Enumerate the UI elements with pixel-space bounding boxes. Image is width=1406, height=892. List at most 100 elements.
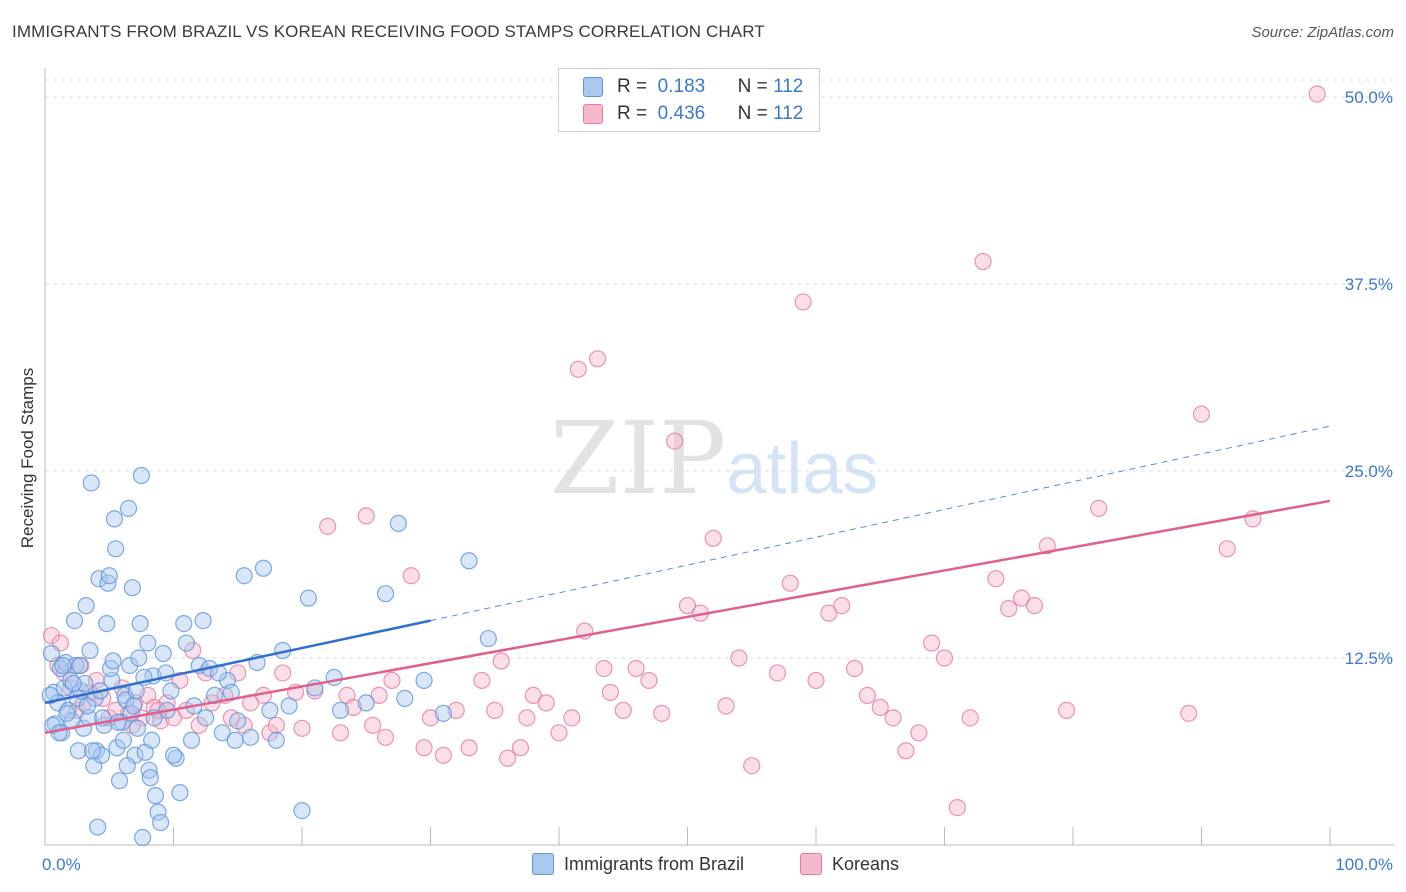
brazil-point [125,697,143,715]
watermark-atlas: atlas [726,429,879,509]
korean-point [537,694,555,712]
y-tick-label: 50.0% [1345,88,1393,107]
korean-point [717,697,735,715]
korean-point [267,716,285,734]
brazil-point [54,656,72,675]
brazil-point [213,724,231,742]
korean-point [845,659,864,678]
brazil-point [434,704,452,722]
brazil-point [132,466,150,485]
brazil-point [128,719,147,737]
y-tick-label: 12.5% [1345,649,1393,668]
legend-r-label: R = [617,103,648,124]
legend: R = 0.183 N = 112 R = 0.436 N = 112 [558,68,820,132]
brazil-point [110,772,129,790]
y-tick-label: 37.5% [1345,275,1393,294]
korean-point [833,597,851,615]
watermark: ZIPatlas [550,400,878,517]
korean-point [704,529,722,547]
brazil-trend-line [44,619,431,705]
bottom-legend-brazil[interactable]: Immigrants from Brazil [532,851,744,877]
korean-point [511,739,530,757]
brazil-point [177,634,195,652]
korean-point [923,634,941,652]
brazil-point [67,656,85,675]
koreans-points [42,85,1326,817]
brazil-point [119,499,138,517]
source-label: Source: ZipAtlas.com [1251,24,1394,41]
brazil-point [331,701,350,719]
x-tick-label: 0.0% [42,855,81,874]
korean-point [499,749,517,767]
bottom-legend-koreans[interactable]: Koreans [800,851,899,877]
korean-point [768,664,787,682]
korean-point [897,742,915,760]
chart-title: IMMIGRANTS FROM BRAZIL VS KOREAN RECEIVI… [12,22,765,41]
korean-point [1025,597,1044,615]
brazil-point [81,641,99,660]
legend-n-label: N = [737,103,768,124]
korean-point [640,671,658,690]
brazil-point [141,769,159,787]
brazil-point [389,514,407,532]
brazil-point [114,731,132,749]
brazil-point [56,653,75,672]
korean-point [871,698,889,716]
korean-point [1012,589,1031,607]
brazil-point [197,709,215,727]
brazil-point [479,629,497,648]
brazil-point [182,731,201,749]
tick-labels: 12.5% 25.0% 37.5% 50.0% 0.0% 100.0% [42,88,1393,874]
legend-n-value-koreans: 112 [773,103,804,124]
brazil-point [130,649,148,667]
brazil-point [325,668,343,687]
y-tick-label: 25.0% [1345,462,1393,481]
brazil-point [146,787,165,805]
korean-point [595,659,613,678]
korean-point [1038,537,1056,555]
brazil-point [131,614,149,633]
korean-point [421,709,440,727]
korean-point [293,719,311,737]
korean-point [492,652,510,670]
korean-point [569,360,587,378]
brazil-point [100,567,118,585]
korean-point [807,671,825,690]
korean-point [653,704,671,722]
korean-point [1218,540,1236,558]
korean-point [402,567,420,585]
legend-row-koreans: R = 0.436 N = 112 [583,100,803,128]
korean-point [331,724,350,742]
brazil-point [162,682,180,700]
korean-point [781,574,799,592]
brazil-point [104,652,122,670]
korean-point [627,659,645,678]
brazil-point [175,614,193,633]
korean-point [383,671,401,690]
brazil-trend-extension [430,425,1331,622]
korean-point [344,698,362,716]
korean-point [820,604,838,622]
brazil-point [90,570,108,588]
brazil-point [41,686,59,705]
korean-point [357,507,375,525]
korean-point [910,724,928,742]
korean-point [935,649,954,667]
brazil-point [293,801,311,820]
brazil-point [143,731,161,749]
korean-point [743,757,761,775]
brazil-point [64,674,82,693]
brazil-point [267,731,285,749]
korean-point [1000,600,1018,618]
korean-point [730,649,748,667]
legend-swatch-brazil [583,77,603,97]
korean-point [460,739,478,757]
brazil-point [83,742,102,760]
brazil-point [171,784,189,802]
brazil-point [415,671,433,690]
brazil-point [50,724,68,742]
brazil-point [164,746,183,764]
korean-point [434,746,452,764]
legend-r-label: R = [617,76,648,97]
brazil-point [280,697,298,715]
